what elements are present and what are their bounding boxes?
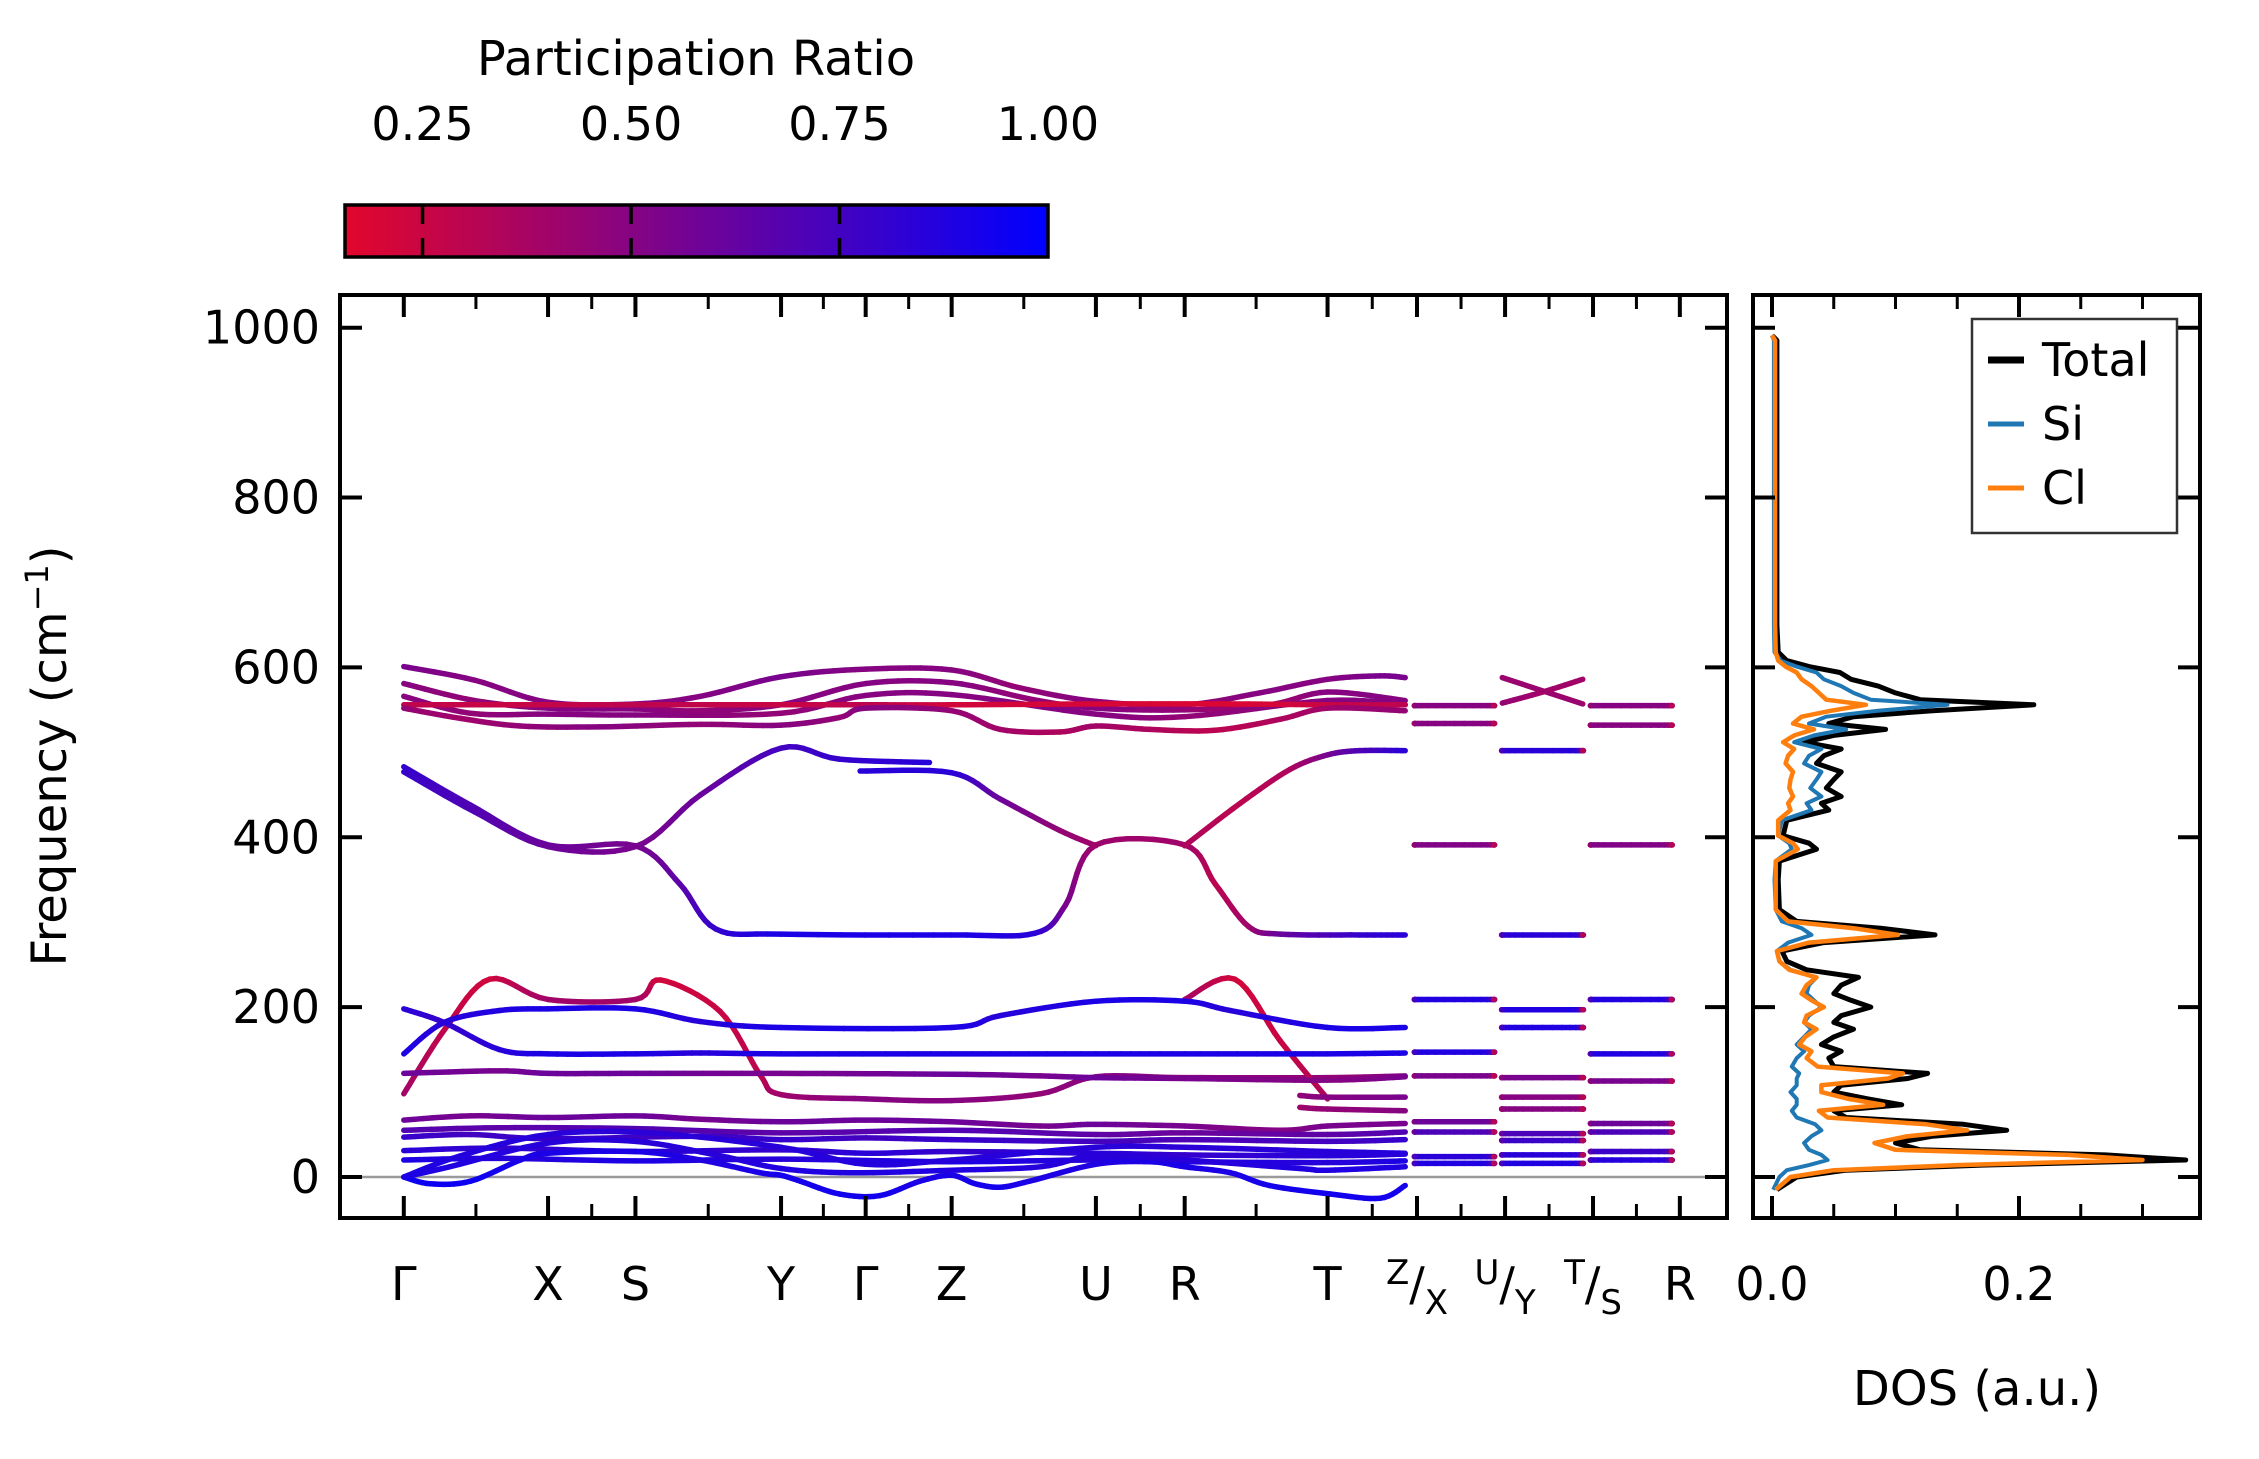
band-segment xyxy=(1399,700,1405,701)
k-point-label: Z/X xyxy=(1386,1253,1448,1323)
band-lines xyxy=(340,667,1727,1199)
k-point-label: U/Y xyxy=(1474,1253,1535,1323)
band-segment xyxy=(1004,1153,1024,1155)
k-point-label: T/S xyxy=(1563,1253,1622,1323)
y-tick-label: 400 xyxy=(232,810,320,864)
y-tick-label: 0 xyxy=(291,1150,320,1204)
dos-curve-si xyxy=(1772,335,1947,1189)
dos-panel-tick-labels: 0.0 0.2 xyxy=(1735,1257,2055,1311)
band-segment xyxy=(1024,1151,1044,1153)
band-segment xyxy=(1043,1150,1062,1152)
band-segment xyxy=(991,1131,1010,1132)
y-tick-label: 600 xyxy=(232,640,320,694)
k-point-label: U xyxy=(1079,1257,1113,1311)
band-panel: 0 200 400 600 800 1000 Γ X S Y Γ Z U R T Z/X U/Y T/S R Fre… xyxy=(18,295,1727,1323)
dos-x-tick-label: 0.0 xyxy=(1735,1257,1808,1311)
band-segment xyxy=(1093,845,1096,846)
band-mid-m4 xyxy=(1185,750,1406,845)
band-segment xyxy=(1276,1150,1295,1151)
band-segment xyxy=(1403,1185,1405,1186)
band-segment xyxy=(1010,1132,1029,1133)
k-point-label: R xyxy=(1664,1257,1696,1311)
band-segment xyxy=(1237,1149,1257,1150)
k-point-label: Z xyxy=(936,1257,968,1311)
colorbar-tick-label: 0.75 xyxy=(788,97,890,151)
legend-label-total: Total xyxy=(2041,333,2149,387)
band-segment xyxy=(985,698,1004,701)
band-segment xyxy=(1043,707,1062,710)
colorbar: Participation Ratio 0.25 0.50 0.75 1.00 xyxy=(345,31,1099,257)
k-point-label: Γ xyxy=(391,1257,417,1311)
band-segment xyxy=(624,1137,645,1138)
y-tick-label: 800 xyxy=(232,471,320,525)
dos-x-tick-label: 0.2 xyxy=(1982,1257,2055,1311)
k-point-label: T xyxy=(1312,1257,1342,1311)
band-segment xyxy=(866,1131,888,1132)
y-tick-label: 200 xyxy=(232,980,320,1034)
band-low-le2 xyxy=(1300,1107,1405,1110)
k-point-label: Y xyxy=(766,1257,796,1311)
band-mid-m2 xyxy=(404,747,930,852)
colorbar-title: Participation Ratio xyxy=(477,31,915,87)
k-point-label: S xyxy=(621,1257,650,1311)
band-segment xyxy=(985,1155,1004,1157)
band-mid-m3 xyxy=(860,770,1096,846)
colorbar-tick-label: 1.00 xyxy=(997,97,1099,151)
legend-label-cl: Cl xyxy=(2042,461,2087,515)
band-segment xyxy=(1237,709,1257,712)
dos-panel: 0.0 0.2 DOS (a.u.) Total Si Cl xyxy=(1735,295,2200,1417)
band-low-le1 xyxy=(1300,1095,1405,1097)
colorbar-gradient xyxy=(345,205,1048,257)
band-segment xyxy=(1218,711,1237,713)
dos-x-label: DOS (a.u.) xyxy=(1853,1361,2101,1417)
legend-label-si: Si xyxy=(2042,397,2084,451)
k-point-label: R xyxy=(1169,1257,1201,1311)
band-segment xyxy=(1580,679,1583,680)
dos-legend: Total Si Cl xyxy=(1972,319,2177,533)
k-point-label: X xyxy=(532,1257,564,1311)
colorbar-tick-label: 0.25 xyxy=(371,97,473,151)
colorbar-tick-label: 0.50 xyxy=(580,97,682,151)
band-segment xyxy=(724,1132,742,1133)
band-opt-t1 xyxy=(404,667,1405,706)
band-segment xyxy=(1218,1148,1237,1149)
band-opt-t4-red xyxy=(404,704,1405,705)
y-tick-label: 1000 xyxy=(203,301,320,355)
colorbar-tick-labels: 0.25 0.50 0.75 1.00 xyxy=(371,97,1099,151)
band-low-lc xyxy=(404,1000,1405,1054)
k-point-label: Γ xyxy=(853,1257,879,1311)
band-segment xyxy=(844,1132,866,1133)
band-segment xyxy=(1257,1149,1277,1150)
y-axis-label: Frequency (cm−1) xyxy=(18,545,78,966)
